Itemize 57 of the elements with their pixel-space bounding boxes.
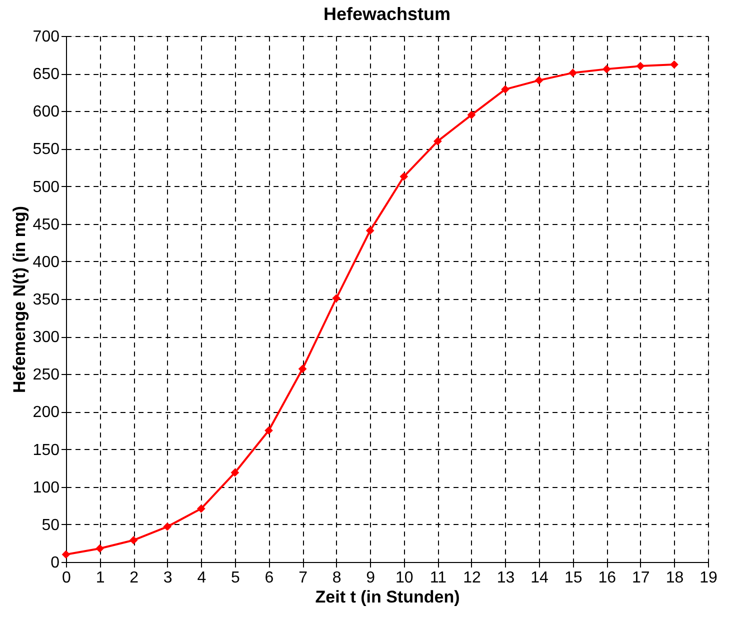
point — [400, 172, 408, 181]
point — [636, 62, 645, 70]
x-tick-label: 15 — [564, 570, 582, 586]
point — [568, 68, 578, 78]
x-tick-label: 8 — [332, 570, 342, 586]
point — [332, 294, 340, 302]
point — [96, 544, 104, 553]
y-tick-label: 50 — [42, 516, 60, 534]
x-tick-label: 17 — [632, 570, 650, 586]
y-tick-label: 650 — [32, 66, 60, 84]
point — [264, 426, 273, 435]
point — [602, 64, 611, 74]
x-tick-label: 12 — [463, 570, 481, 586]
x-tick-label: 18 — [666, 570, 684, 586]
y-tick-label: 300 — [32, 329, 60, 346]
point — [434, 137, 442, 146]
y-tick-label: 0 — [50, 554, 60, 572]
point — [366, 226, 374, 235]
point — [230, 468, 240, 477]
point — [534, 76, 544, 85]
point — [163, 522, 172, 531]
point — [670, 60, 678, 69]
point — [129, 536, 138, 544]
y-tick-label: 150 — [32, 442, 60, 459]
x-tick-label: 7 — [298, 570, 308, 586]
x-tick-label: 19 — [700, 570, 718, 586]
x-tick-label: 4 — [197, 570, 206, 586]
point — [298, 364, 307, 374]
point — [501, 85, 510, 94]
y-tick-label: 400 — [32, 254, 60, 271]
x-tick-label: 0 — [62, 570, 72, 586]
y-tick-label: 250 — [32, 366, 60, 384]
x-tick-label: 3 — [163, 570, 172, 586]
y-tick-label: 700 — [32, 28, 60, 46]
point — [467, 110, 476, 120]
y-tick-label: 550 — [32, 141, 60, 158]
y-tick-label: 200 — [32, 404, 60, 422]
x-tick-label: 2 — [130, 570, 139, 586]
y-tick-label: 100 — [32, 479, 60, 496]
y-tick-label: 350 — [32, 292, 60, 308]
x-tick-label: 9 — [366, 570, 376, 586]
x-tick-label: 6 — [264, 570, 274, 586]
x-axis-title: Zeit t (in Stunden) — [315, 588, 460, 606]
chart-title: Hefewachstum — [323, 4, 451, 24]
y-tick-label: 600 — [32, 104, 60, 121]
x-tick-label: 13 — [496, 570, 515, 586]
x-tick-label: 16 — [598, 570, 616, 586]
y-tick-label: 500 — [32, 178, 60, 196]
x-tick-label: 10 — [395, 570, 414, 586]
x-tick-label: 1 — [96, 570, 105, 586]
point — [62, 550, 70, 559]
y-tick-label: 450 — [32, 216, 60, 234]
x-tick-label: 14 — [530, 570, 549, 586]
point — [196, 504, 206, 513]
x-tick-label: 11 — [430, 570, 447, 586]
x-tick-label: 5 — [230, 570, 240, 586]
y-axis-title: Hefemenge N(t) (in mg) — [10, 206, 29, 393]
